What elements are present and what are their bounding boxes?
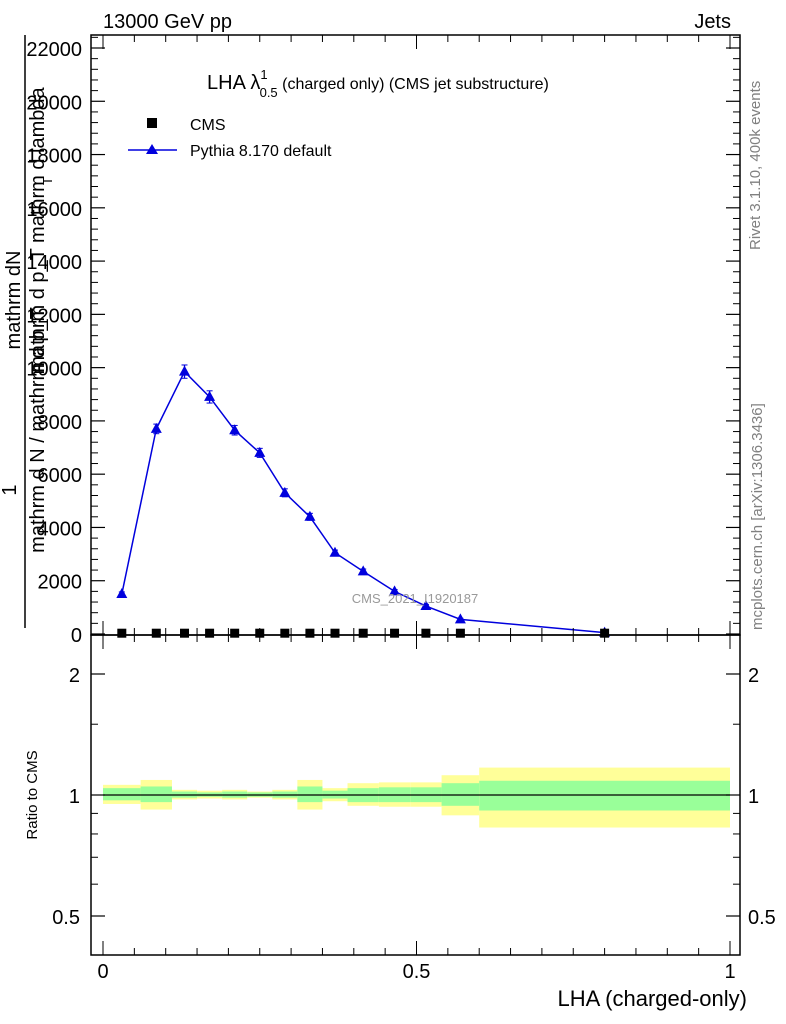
x-tick-label: 1 <box>724 961 735 983</box>
y-tick-label: 8000 <box>38 412 83 434</box>
x-axis-label: LHA (charged-only) <box>557 986 747 1011</box>
ratio-band-inner <box>297 786 323 803</box>
pythia-point <box>389 585 401 596</box>
ratio-band-inner <box>140 786 172 803</box>
header-energy: 13000 GeV pp <box>103 11 232 33</box>
header-category: Jets <box>694 11 731 33</box>
ratio-y-tick-label-right: 0.5 <box>748 907 776 929</box>
cms-point <box>305 628 315 638</box>
legend-cms-label: CMS <box>190 117 226 134</box>
y-label-line-2: mathrm d N / mathrm d p_T <box>27 307 49 553</box>
pythia-point <box>454 613 466 624</box>
x-tick-label: 0 <box>97 961 108 983</box>
y-tick-label: 14000 <box>26 252 82 274</box>
pythia-point <box>304 510 316 521</box>
ratio-y-axis-label: Ratio to CMS <box>24 750 41 839</box>
y-label-numerator: mathrm dN <box>3 251 25 350</box>
main-y-axis-label: mathrm dN mathrm d p_T mathrm d lambda T… <box>0 35 55 628</box>
pythia-point <box>420 600 432 611</box>
pythia-point <box>329 546 341 557</box>
ratio-y-tick-label-right: 2 <box>748 665 759 687</box>
ratio-band-inner <box>103 788 141 801</box>
y-tick-label: 4000 <box>38 518 83 540</box>
pythia-point <box>179 365 191 376</box>
main-plot-frame <box>90 34 741 636</box>
pythia-point <box>150 422 162 433</box>
y-label-line-1: mathrm d p_T mathrm d lambda <box>27 86 49 372</box>
y-tick-label: 6000 <box>38 465 83 487</box>
y-label-prefix: 1 <box>0 484 21 495</box>
ratio-plot-area <box>103 767 730 828</box>
cms-point <box>358 628 368 638</box>
x-tick-label: 0.5 <box>403 961 431 983</box>
ratio-y-tick-label-right: 1 <box>748 786 759 808</box>
y-tick-label: 22000 <box>26 39 82 61</box>
cms-point <box>151 628 161 638</box>
cms-point <box>205 628 215 638</box>
pythia-point <box>204 390 216 401</box>
pythia-point <box>254 446 266 457</box>
ratio-band-inner <box>479 780 730 811</box>
legend-pythia-label: Pythia 8.170 default <box>190 143 332 160</box>
pythia-point <box>229 424 241 435</box>
pythia-point <box>116 588 128 599</box>
y-tick-label: 0 <box>71 625 82 647</box>
ratio-y-tick-label: 1 <box>69 786 80 808</box>
y-label-T: T <box>40 177 55 185</box>
main-series-layer <box>116 364 611 638</box>
cms-point <box>280 628 290 638</box>
ratio-axes: 0.5 0.5 1 1 2 2 0 0.5 1 <box>52 635 776 983</box>
cms-point <box>455 628 465 638</box>
pythia-point <box>279 486 291 497</box>
ratio-y-tick-label: 0.5 <box>52 907 80 929</box>
pythia-line <box>121 370 605 634</box>
legend: CMS Pythia 8.170 default <box>128 117 332 160</box>
mcplots-label: mcplots.cern.ch [arXiv:1306.3436] <box>749 403 766 630</box>
legend-cms-marker <box>147 118 157 128</box>
cms-point <box>230 628 240 638</box>
y-tick-label: 18000 <box>26 146 82 168</box>
legend-pythia-marker <box>146 144 158 154</box>
cms-point <box>180 628 190 638</box>
y-tick-label: 16000 <box>26 199 82 221</box>
cms-point <box>421 628 431 638</box>
cms-point <box>330 628 340 638</box>
y-tick-label: 12000 <box>26 305 82 327</box>
cms-point <box>117 628 127 638</box>
pythia-point <box>357 565 369 576</box>
main-axes: 0 2000 4000 6000 8000 10000 12000 14000 16000 180… <box>26 35 740 647</box>
y-tick-label: 2000 <box>38 572 83 594</box>
cms-point <box>390 628 400 638</box>
rivet-version-label: Rivet 3.1.10, 400k events <box>747 81 764 250</box>
y-tick-label: 20000 <box>26 92 82 114</box>
ratio-y-tick-label: 2 <box>69 665 80 687</box>
analysis-watermark: CMS_2021_I1920187 <box>352 591 479 606</box>
y-tick-label: 10000 <box>26 359 82 381</box>
plot-title: LHA λ1 0.5 (charged only) (CMS jet substr… <box>207 67 549 100</box>
